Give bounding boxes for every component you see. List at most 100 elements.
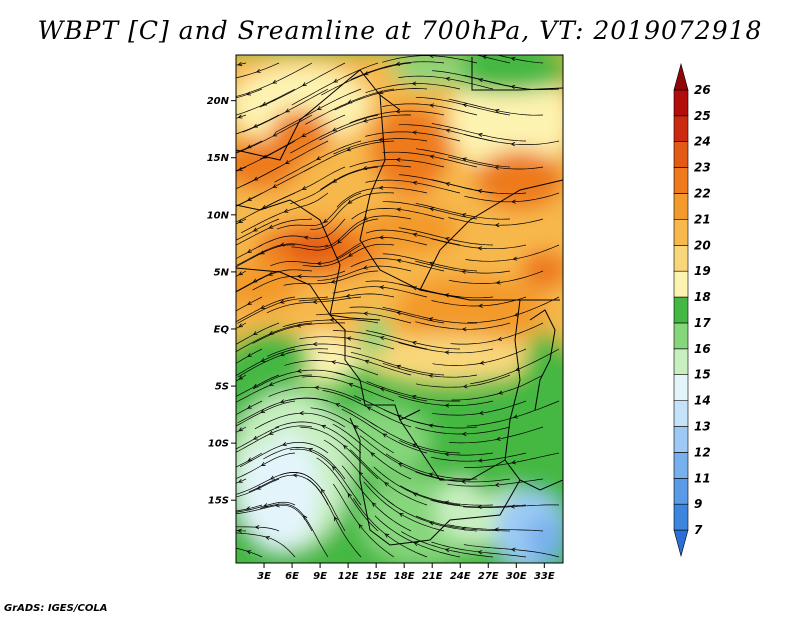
streamline-arrow (428, 472, 434, 477)
streamline-arrow (362, 165, 368, 171)
streamline-arrow (364, 359, 370, 364)
streamline (236, 322, 280, 345)
streamline-arrow (478, 303, 483, 308)
streamline-arrow (461, 431, 467, 437)
streamline-arrow (283, 208, 289, 213)
streamline-arrow (269, 475, 275, 480)
streamline-arrow (246, 91, 252, 96)
streamline-arrow (279, 299, 285, 304)
streamline-arrow (332, 178, 338, 183)
streamline-arrow (323, 218, 328, 223)
streamline-arrow (307, 447, 313, 452)
streamline-arrow (321, 424, 327, 429)
streamline-arrow (331, 127, 337, 132)
streamline-arrow (316, 261, 322, 266)
streamline-arrow (296, 368, 302, 373)
streamline-arrow (445, 128, 451, 133)
streamline-arrow (272, 79, 277, 84)
streamline-arrow (253, 176, 259, 181)
streamline-arrow (462, 103, 468, 108)
streamline-arrow (268, 430, 274, 435)
colorbar-segment (673, 452, 689, 479)
streamline-arrow (412, 180, 418, 186)
colorbar-label: 19 (694, 264, 711, 278)
streamline-arrow (494, 482, 500, 487)
colorbar-segment (673, 219, 689, 246)
streamline-arrow (347, 199, 353, 204)
streamline-arrow (366, 406, 372, 411)
lat-label: 15S (208, 496, 229, 507)
streamline (236, 166, 280, 190)
streamline-arrow (296, 274, 302, 279)
streamline-arrow (444, 452, 450, 457)
colorbar-label: 17 (694, 316, 711, 330)
streamline-arrow (363, 71, 369, 76)
colorbar-segment (673, 270, 689, 298)
streamline-arrow (510, 84, 516, 90)
streamline-arrow (479, 360, 485, 365)
streamline-arrow (331, 360, 336, 365)
country-borders (236, 57, 563, 546)
streamline-arrow (444, 350, 450, 355)
streamline-arrow (444, 293, 450, 298)
streamline-arrow (428, 373, 434, 378)
streamline (236, 426, 280, 450)
streamline-arrow (379, 387, 385, 392)
streamline-arrow (494, 527, 499, 532)
streamline (236, 218, 313, 246)
streamline-arrow (378, 90, 384, 95)
streamline-arrow (396, 311, 402, 316)
streamline-arrow (284, 108, 290, 113)
streamline-arrow (254, 525, 260, 530)
streamline-arrow (237, 61, 243, 67)
streamline (236, 374, 280, 397)
streamline-arrow (331, 465, 337, 471)
streamline-arrow (411, 394, 417, 399)
streamline-arrow (411, 340, 417, 346)
streamline-arrow (384, 533, 390, 538)
streamline-arrow (378, 185, 384, 190)
map-title: WBPT [C] and Sreamline at 700hPa, VT: 20… (37, 16, 763, 45)
lon-label: 24E (450, 571, 471, 582)
streamline (236, 400, 296, 427)
streamline-arrow (411, 81, 417, 86)
streamline-arrow (412, 443, 418, 448)
streamline-arrow (396, 258, 402, 263)
colorbar-segment (673, 348, 689, 376)
colorbar-segment (673, 115, 689, 142)
streamline-arrow (284, 160, 290, 164)
streamline-arrow (238, 219, 243, 223)
colorbar-label: 20 (694, 238, 711, 252)
streamline-arrow (252, 435, 258, 440)
streamlines (236, 55, 560, 558)
streamline-arrow (513, 414, 518, 419)
streamline-arrow (279, 242, 285, 247)
colorbar-label: 22 (694, 186, 711, 200)
streamline (236, 374, 313, 403)
lon-label: 30E (506, 571, 527, 582)
colorbar: 7 9 11 12 13 14 15 16 17 18 19 20 21 22 23 24 25 26 (673, 62, 711, 558)
streamline-arrow (279, 399, 285, 404)
streamline-arrow (246, 352, 252, 357)
streamline-arrow (477, 189, 483, 194)
streamline-arrow (252, 123, 258, 128)
streamline-arrow (246, 404, 252, 409)
map-axes: 20N 15N 10N 5N EQ 5S 10S 15S 3E 6E 9E 12E 15E 18E 21E 2… (207, 96, 555, 582)
lat-label: 20N (207, 96, 230, 107)
colorbar-label: 12 (694, 445, 711, 459)
streamline-arrow (301, 185, 307, 190)
streamline-arrow (246, 300, 252, 305)
colorbar-label: 14 (694, 394, 711, 408)
streamline (236, 114, 280, 135)
streamline-arrow (267, 271, 273, 276)
streamline-arrow (370, 452, 375, 457)
lat-label: 15N (207, 153, 230, 164)
streamline-arrow (362, 216, 368, 221)
streamline-arrow (303, 235, 309, 240)
colorbar-segment (673, 529, 689, 558)
streamline-arrow (358, 523, 363, 529)
streamline (236, 348, 296, 377)
streamline-arrow (347, 252, 353, 257)
lon-label: 18E (394, 571, 415, 582)
colorbar-label: 26 (694, 83, 711, 97)
